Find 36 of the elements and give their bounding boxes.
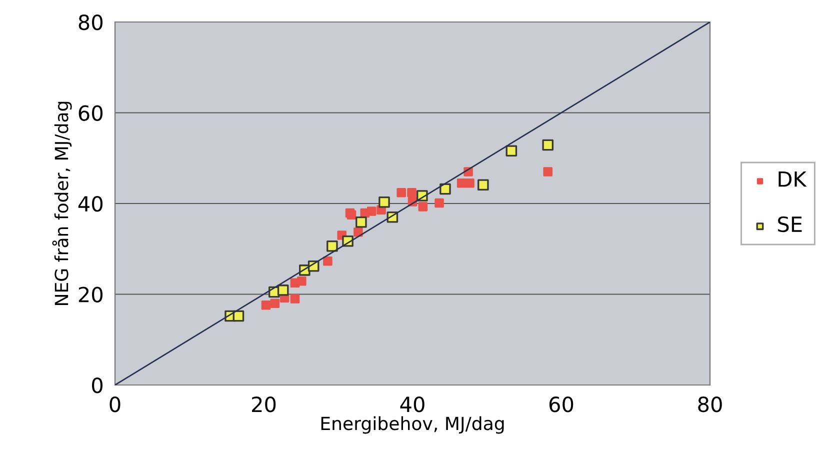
point xyxy=(261,300,271,310)
legend-label: DK xyxy=(778,171,807,187)
point xyxy=(418,202,428,212)
x-tick-label: 0 xyxy=(110,396,120,412)
point xyxy=(506,145,518,157)
point xyxy=(323,256,332,266)
legend-label: SE xyxy=(778,216,802,232)
point xyxy=(465,178,474,188)
y-tick-label: 40 xyxy=(78,196,103,212)
point xyxy=(434,198,444,208)
point xyxy=(478,179,489,191)
point xyxy=(297,276,306,286)
y-tick-label: 0 xyxy=(92,377,103,394)
x-tick-label: 20 xyxy=(252,396,276,412)
point xyxy=(407,188,416,198)
x-tick-label: 60 xyxy=(549,396,574,412)
point xyxy=(270,298,280,308)
point xyxy=(543,167,552,176)
y-axis-title: NEG från foder, MJ/dag xyxy=(52,102,72,305)
y-tick-label: 20 xyxy=(78,286,103,302)
y-tick-label: 80 xyxy=(78,14,103,30)
point xyxy=(277,284,289,296)
point xyxy=(542,139,554,151)
point xyxy=(354,227,363,237)
x-tick-label: 40 xyxy=(400,396,424,412)
point xyxy=(440,183,451,195)
point xyxy=(290,294,300,304)
point xyxy=(326,240,338,252)
point xyxy=(232,310,244,322)
x-axis-title: Energibehov, MJ/dag xyxy=(321,416,504,434)
point xyxy=(396,188,406,198)
x-tick-label: 80 xyxy=(698,396,722,412)
point xyxy=(356,216,367,228)
point xyxy=(366,206,376,216)
point xyxy=(378,196,390,208)
y-tick-label: 60 xyxy=(78,105,103,121)
